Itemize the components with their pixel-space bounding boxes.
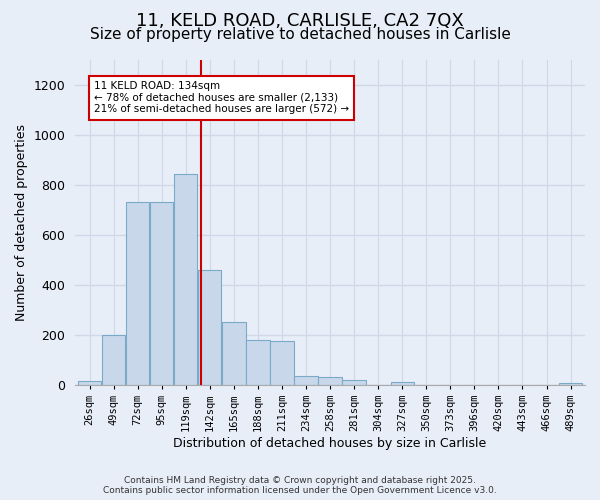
Bar (343, 380, 366, 385)
Bar (150, 202, 173, 385)
Bar (295, 376, 317, 385)
Bar (222, 322, 245, 385)
X-axis label: Distribution of detached houses by size in Carlisle: Distribution of detached houses by size … (173, 437, 487, 450)
Bar (246, 340, 269, 385)
Bar (174, 174, 197, 385)
Bar (319, 378, 342, 385)
Y-axis label: Number of detached properties: Number of detached properties (15, 124, 28, 321)
Text: 11 KELD ROAD: 134sqm
← 78% of detached houses are smaller (2,133)
21% of semi-de: 11 KELD ROAD: 134sqm ← 78% of detached h… (94, 81, 349, 114)
Bar (126, 202, 149, 385)
Text: Contains HM Land Registry data © Crown copyright and database right 2025.
Contai: Contains HM Land Registry data © Crown c… (103, 476, 497, 495)
Bar (391, 382, 414, 385)
Bar (102, 335, 125, 385)
Text: 11, KELD ROAD, CARLISLE, CA2 7QX: 11, KELD ROAD, CARLISLE, CA2 7QX (136, 12, 464, 30)
Bar (559, 383, 582, 385)
Bar (78, 381, 101, 385)
Bar (198, 270, 221, 385)
Text: Size of property relative to detached houses in Carlisle: Size of property relative to detached ho… (89, 28, 511, 42)
Bar (271, 341, 293, 385)
